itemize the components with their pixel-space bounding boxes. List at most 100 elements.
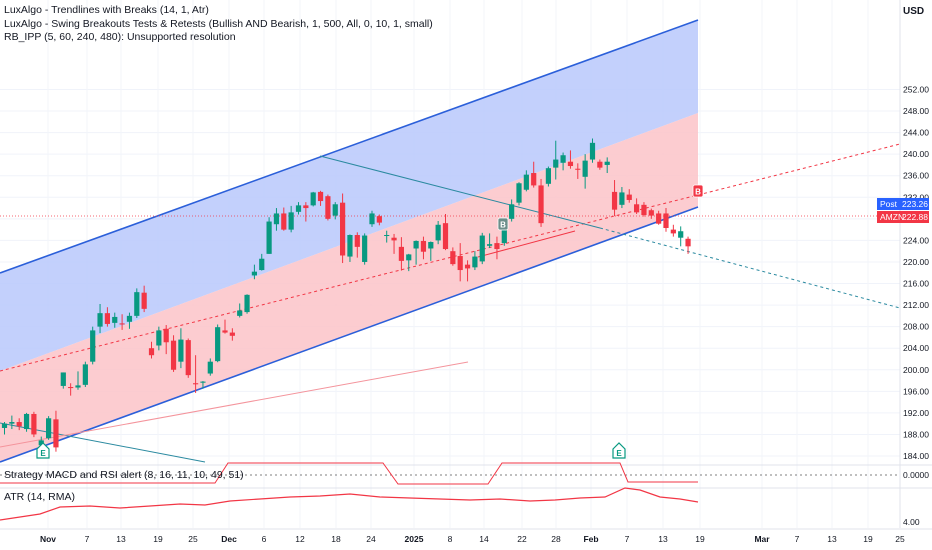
candle <box>90 326 96 365</box>
candle-body <box>244 294 250 313</box>
candle-body <box>501 230 507 244</box>
candle <box>516 182 522 206</box>
post-tag-value: 223.26 <box>902 199 928 209</box>
candle <box>619 187 625 209</box>
candle <box>442 213 449 251</box>
candle-body <box>634 204 640 213</box>
zero-label: 0.0000 <box>903 470 929 480</box>
y-tick-label: 184.00 <box>903 451 929 461</box>
bearish-break-marker: B <box>692 184 704 198</box>
candle <box>685 236 691 254</box>
candle-body <box>104 313 110 324</box>
candle <box>332 202 338 220</box>
candle-body <box>589 142 596 160</box>
candle-body <box>310 192 316 206</box>
currency-label[interactable]: USD <box>903 6 925 17</box>
candle <box>648 208 654 219</box>
candle <box>119 314 125 330</box>
candle-body <box>251 271 257 276</box>
candle <box>295 202 302 215</box>
x-tick-label: 22 <box>517 534 527 544</box>
candle-body <box>494 243 500 250</box>
candle <box>450 247 456 266</box>
candle-body <box>626 194 632 200</box>
x-tick-label: Feb <box>583 534 598 544</box>
candle-body <box>369 213 375 225</box>
candle-body <box>207 361 213 374</box>
candle-body <box>317 191 324 202</box>
post-tag-label: Post <box>880 199 898 209</box>
candle <box>16 418 22 431</box>
candle <box>347 234 353 262</box>
pane2-title[interactable]: Strategy MACD and RSI alert (8, 16, 11, … <box>4 469 244 481</box>
candle-body <box>303 205 309 209</box>
candle <box>222 319 228 334</box>
candle-body <box>685 238 691 247</box>
x-tick-label: 14 <box>479 534 489 544</box>
bearish-break-marker-bg <box>692 184 704 198</box>
y-tick-label: 252.00 <box>903 84 929 94</box>
candle <box>560 152 566 171</box>
candle <box>46 416 52 440</box>
candle-body <box>428 242 434 249</box>
legend-swing-breakouts[interactable]: LuxAlgo - Swing Breakouts Tests & Retest… <box>4 17 433 30</box>
candle-body <box>75 385 81 388</box>
candlestick-series <box>1 138 691 452</box>
x-tick-label: 24 <box>366 534 376 544</box>
signal-markers: E E B B <box>36 184 704 459</box>
candle-body <box>178 339 184 362</box>
candle <box>178 328 184 369</box>
candle-body <box>384 235 390 237</box>
candle-body <box>457 256 463 271</box>
earnings-icon <box>36 442 50 459</box>
candle <box>126 312 133 329</box>
x-tick-label: 28 <box>551 534 561 544</box>
candle-body <box>567 161 574 167</box>
candle <box>170 335 177 372</box>
candle <box>487 233 493 248</box>
last-price-tag: AMZN222.88 <box>877 211 929 223</box>
legend-trendlines[interactable]: LuxAlgo - Trendlines with Breaks (14, 1,… <box>4 4 209 16</box>
candle-body <box>391 237 397 241</box>
channel-mid-line <box>0 143 901 372</box>
pane3-title[interactable]: ATR (14, RMA) <box>4 491 75 503</box>
bullish-break-marker-bg <box>497 217 509 231</box>
candle <box>288 205 294 233</box>
candle-body <box>516 183 522 203</box>
candle-body <box>60 372 66 386</box>
candle <box>317 190 324 206</box>
atr-pane: 4.00 <box>0 487 932 527</box>
bearish-break-marker-text: B <box>695 188 701 197</box>
candle-body <box>611 191 618 210</box>
channel-fills <box>0 20 698 462</box>
y-tick-label: 204.00 <box>903 343 929 353</box>
legend-rb-ipp[interactable]: RB_IPP (5, 60, 240, 480): Unsupported re… <box>4 31 236 43</box>
candle <box>479 232 485 265</box>
candle-body <box>156 330 162 346</box>
candle-body <box>9 422 15 424</box>
candle <box>641 202 647 217</box>
candle <box>251 264 257 280</box>
candle <box>604 157 610 174</box>
candle-body <box>678 231 684 238</box>
candle-body <box>509 204 515 219</box>
candle <box>369 210 375 227</box>
x-tick-label: 7 <box>625 534 630 544</box>
candle <box>384 230 390 243</box>
candle <box>626 189 632 203</box>
candle-body <box>597 161 603 168</box>
candle <box>406 253 412 272</box>
bullish-break-marker: B <box>497 217 509 231</box>
candle <box>215 324 221 363</box>
candle-body <box>413 240 419 249</box>
y-tick-label: 192.00 <box>903 408 929 418</box>
candle-body <box>38 440 44 446</box>
bull-trendline <box>477 230 576 258</box>
x-tick-label: 18 <box>331 534 341 544</box>
macd-rsi-pane: 0.0000 <box>0 462 932 485</box>
candle-body <box>442 223 449 250</box>
x-tick-label: 2025 <box>405 534 424 544</box>
candle-body <box>53 419 59 448</box>
candle <box>391 233 397 254</box>
